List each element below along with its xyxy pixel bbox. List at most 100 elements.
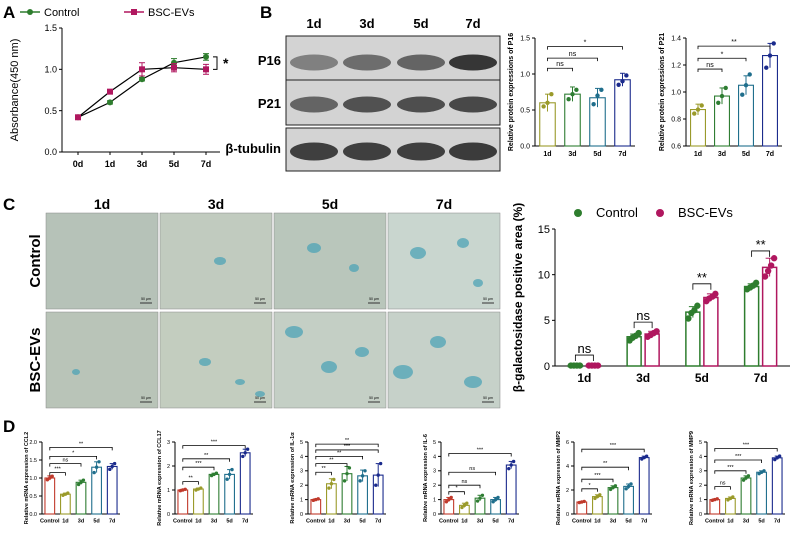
b-p21-x-tick-label: 1d xyxy=(694,151,702,158)
d-il6-point xyxy=(480,493,485,497)
c-stain-spot xyxy=(349,264,359,272)
b-p16-point xyxy=(620,79,625,84)
c-bar xyxy=(761,266,778,367)
d-il1a-bracket xyxy=(315,443,379,448)
c-bracket xyxy=(633,321,653,329)
b-p21-point xyxy=(692,111,697,116)
b-p16-bracket xyxy=(547,57,598,62)
d-ccl2-point xyxy=(112,461,117,466)
d-mmp2-bracket xyxy=(581,488,598,492)
d-il1a-point xyxy=(345,471,349,476)
d-ccl17-bracket xyxy=(182,458,230,462)
d-mmp2-point xyxy=(593,496,597,501)
d-il6-point xyxy=(460,505,464,510)
d-mmp9-point xyxy=(762,469,766,473)
d-mmp2-x-tick-label: 7d xyxy=(641,519,647,525)
d-mmp9-y-tick-label: 4 xyxy=(699,454,702,460)
b-p21-y-tick-label: 0.6 xyxy=(671,143,681,150)
d-ccl17-point xyxy=(243,451,247,455)
d-ccl2-bracket xyxy=(49,472,66,476)
c-point xyxy=(770,255,778,262)
d-il1a-bracket-label: *** xyxy=(344,444,351,450)
d-ccl17-point xyxy=(227,472,232,477)
c-stain-spot xyxy=(321,361,337,373)
b-lane-label: 7d xyxy=(465,16,480,31)
d-ccl2-point xyxy=(45,478,50,482)
c-row-label: BSC-EVs xyxy=(27,327,44,392)
c-stain-spot xyxy=(72,369,80,375)
b-p21-point xyxy=(719,93,725,99)
c-scale-label: 50 μm xyxy=(483,297,493,301)
d-mmp2-y-tick-label: 2 xyxy=(566,488,569,494)
d-mmp2-point xyxy=(629,482,633,486)
d-ccl17-point xyxy=(183,487,187,491)
d-mmp9-bracket-label: ns xyxy=(720,481,726,487)
c-scale-label: 50 μm xyxy=(141,396,151,400)
c-scale-label: 50 μm xyxy=(141,297,151,301)
b-p21-y-tick-label: 1.2 xyxy=(671,62,681,69)
a-legend-label: BSC-EVs xyxy=(148,7,195,19)
d-il6-point xyxy=(493,497,498,502)
d-ccl2-x-tick-label: 7d xyxy=(109,519,115,525)
d-ccl2-point xyxy=(110,464,114,469)
a-point xyxy=(139,76,145,83)
b-p21-y-tick-label: 1.0 xyxy=(671,89,681,96)
d-il6-point xyxy=(449,495,453,500)
d-il6-bar xyxy=(505,464,517,515)
b-band xyxy=(343,142,391,161)
b-p21-point xyxy=(695,107,701,112)
c-y-tick-label: 10 xyxy=(538,270,550,282)
d-ccl2-y-tick-label: 1.0 xyxy=(29,476,37,482)
d-il6-y-tick-label: 5 xyxy=(433,440,436,446)
c-bracket xyxy=(692,283,712,290)
b-p21-point xyxy=(740,92,745,97)
c-bracket xyxy=(751,250,771,257)
a-point xyxy=(203,66,209,73)
d-ccl17-bracket-label: *** xyxy=(195,461,202,467)
b-band xyxy=(449,142,497,161)
b-p21-point xyxy=(743,83,749,88)
b-p21-bracket xyxy=(697,57,747,62)
d-il1a-x-tick-label: 1d xyxy=(328,519,334,525)
b-p16-point xyxy=(591,102,596,107)
c-micrograph xyxy=(159,311,273,409)
b-p16-bar xyxy=(564,93,581,147)
b-p16-point xyxy=(624,73,629,78)
d-mmp9-bracket xyxy=(714,486,731,490)
a-point xyxy=(75,114,81,121)
c-scale-label: 50 μm xyxy=(255,297,265,301)
d-mmp2-bracket xyxy=(581,478,614,483)
b-band-label: P16 xyxy=(258,53,281,68)
d-chart-mmp2: 0 2 4 6 Relative mRNA expression of MMP2 Cont… xyxy=(556,431,652,525)
d-il6-point xyxy=(511,459,516,464)
d-mmp9-x-tick-label: Control xyxy=(705,519,725,525)
b-p21-x-tick-label: 5d xyxy=(742,151,750,158)
d-chart-mmp9: 0 1 2 3 4 5 Relative mRNA expression of MMP9 Co… xyxy=(689,431,785,525)
b-p16-x-tick-label: 7d xyxy=(618,151,626,158)
d-mmp9-bracket-label: *** xyxy=(735,454,742,460)
d-ccl2-bar xyxy=(75,481,87,515)
d-il1a-point xyxy=(332,477,336,482)
c-column-label: 3d xyxy=(208,196,224,212)
c-y-tick-label: 15 xyxy=(538,224,550,236)
d-mmp9-y-tick-label: 2 xyxy=(699,483,702,489)
d-il1a-point xyxy=(329,482,334,486)
b-p16-point xyxy=(549,91,554,97)
a-y-tick-label: 1.5 xyxy=(44,23,57,33)
d-ccl2-bar xyxy=(91,466,102,515)
c-scale-label: 50 μm xyxy=(369,396,379,400)
b-band xyxy=(449,96,497,113)
b-p21-point xyxy=(767,53,773,58)
a-bracket xyxy=(213,56,218,70)
d-mmp9-bar xyxy=(740,477,752,515)
d-ccl2-point xyxy=(108,467,112,472)
a-bracket-label: * xyxy=(223,55,229,71)
c-point xyxy=(764,267,772,275)
panel-c-galactosidase-chart: 0 5 10 15 β-galactosidase positive area (%) 1… xyxy=(511,203,790,392)
c-bracket-label: ** xyxy=(756,237,766,252)
c-micrograph xyxy=(387,311,501,409)
c-point xyxy=(712,290,719,298)
c-micrograph xyxy=(45,212,159,310)
c-point xyxy=(594,362,602,369)
d-il6-point xyxy=(475,499,480,503)
